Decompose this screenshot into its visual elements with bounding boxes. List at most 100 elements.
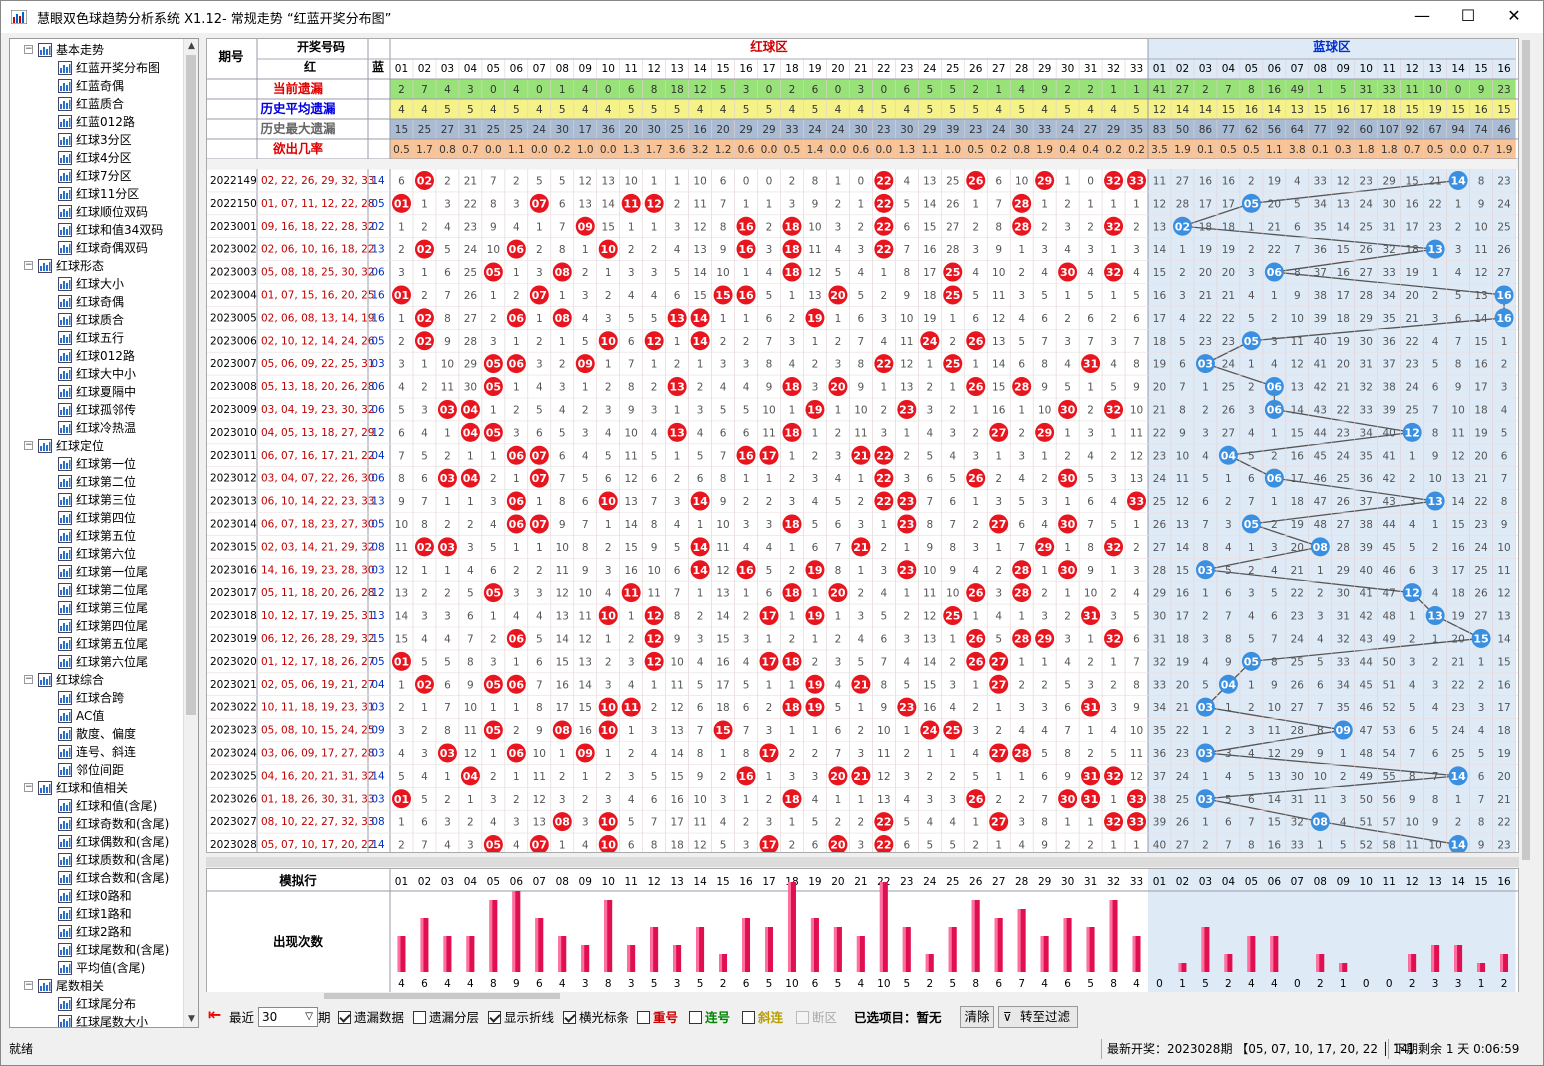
tree-item[interactable]: 红球孤邻传 <box>10 401 184 419</box>
tree-item[interactable]: 红蓝开奖分布图 <box>10 59 184 77</box>
tree-item[interactable]: 红球第五位尾 <box>10 635 184 653</box>
tree-item[interactable]: − 红球形态 <box>10 257 184 275</box>
tree-item[interactable]: − 红球综合 <box>10 671 184 689</box>
tree-item[interactable]: 红球2路和 <box>10 923 184 941</box>
collapse-icon[interactable]: − <box>24 980 33 990</box>
tree-item[interactable]: 红球顺位双码 <box>10 203 184 221</box>
clear-button[interactable]: 清除 <box>960 1006 994 1028</box>
tree-item[interactable]: 散度、偏度 <box>10 725 184 743</box>
collapse-icon[interactable]: − <box>24 782 33 792</box>
tree-item[interactable]: 红球第五位 <box>10 527 184 545</box>
tree-item[interactable]: 邻位间距 <box>10 761 184 779</box>
tree-item[interactable]: 红球第四位尾 <box>10 617 184 635</box>
collapse-icon[interactable]: − <box>24 674 33 684</box>
first-page-icon[interactable]: ⇤ <box>208 1005 222 1024</box>
collapse-icon[interactable]: − <box>24 44 33 54</box>
collapse-icon[interactable]: − <box>24 440 33 450</box>
recent-select[interactable]: 30 ▽ <box>258 1007 318 1027</box>
tree-item[interactable]: − 基本走势 <box>10 41 184 59</box>
tree-item[interactable]: 红球第二位尾 <box>10 581 184 599</box>
tree-item[interactable]: 红球4分区 <box>10 149 184 167</box>
tree-item[interactable]: 红球尾数和(含尾) <box>10 941 184 959</box>
grid-scroll-thumb[interactable] <box>1522 40 1530 860</box>
miss-value: 14 <box>624 519 638 531</box>
tree-item[interactable]: 红球第一位 <box>10 455 184 473</box>
checkbox-icon[interactable] <box>488 1011 501 1024</box>
maximize-icon[interactable]: ☐ <box>1460 6 1476 25</box>
checkbox-icon[interactable] <box>742 1011 755 1024</box>
tree-item[interactable]: 红球奇偶 <box>10 293 184 311</box>
tree-item[interactable]: 红球11分区 <box>10 185 184 203</box>
checkbox-icon[interactable] <box>413 1011 426 1024</box>
tree-item[interactable]: 红球第三位 <box>10 491 184 509</box>
scroll-up-icon[interactable]: ▲ <box>188 41 195 51</box>
tree-item[interactable]: 红球第二位 <box>10 473 184 491</box>
tree-item[interactable]: − 尾数相关 <box>10 977 184 995</box>
tree-item[interactable]: 红球0路和 <box>10 887 184 905</box>
tree-item[interactable]: 红球质数和(含尾) <box>10 851 184 869</box>
tree-item[interactable]: 红球7分区 <box>10 167 184 185</box>
checkbox-icon[interactable] <box>689 1011 702 1024</box>
collapse-icon[interactable]: − <box>24 260 33 270</box>
miss-value: 15 <box>693 290 706 302</box>
tree-item[interactable]: 连号、斜连 <box>10 743 184 761</box>
close-icon[interactable]: ✕ <box>1507 6 1521 25</box>
tree-item[interactable]: 红球3分区 <box>10 131 184 149</box>
tree-item[interactable]: 红球1路和 <box>10 905 184 923</box>
opt-cursor-bar[interactable]: 横光标条 <box>563 1009 629 1027</box>
tree-item[interactable]: 红球和值34双码 <box>10 221 184 239</box>
opt-diagonal[interactable]: 斜连 <box>742 1009 783 1027</box>
tree-item[interactable]: 红球夏隔中 <box>10 383 184 401</box>
tree-item[interactable]: 红球合数和(含尾) <box>10 869 184 887</box>
opt-missing-layer[interactable]: 遗漏分层 <box>413 1009 479 1027</box>
opt-missing-data[interactable]: 遗漏数据 <box>338 1009 404 1027</box>
tree-item[interactable]: 红球奇偶双码 <box>10 239 184 257</box>
tree-item[interactable]: 红球第三位尾 <box>10 599 184 617</box>
tree-item[interactable]: AC值 <box>10 707 184 725</box>
tree-item[interactable]: 红球和值(含尾) <box>10 797 184 815</box>
tree-item[interactable]: 红球012路 <box>10 347 184 365</box>
tree-item[interactable]: 红球五行 <box>10 329 184 347</box>
tree-item[interactable]: 红球奇数和(含尾) <box>10 815 184 833</box>
filter-button[interactable]: ⊽ 转至过滤 <box>998 1006 1078 1028</box>
trend-grid[interactable]: 期号 开奖号码红蓝红球区 蓝球区 01 02 03 04 05 06 07 08 09 10 11 12 13… <box>206 38 1519 853</box>
minimize-icon[interactable]: — <box>1414 6 1430 25</box>
h-scroll-thumb[interactable] <box>324 993 560 999</box>
tree-item[interactable]: 红球第六位尾 <box>10 653 184 671</box>
tree-item[interactable]: 红蓝012路 <box>10 113 184 131</box>
tree-item[interactable]: 红球第一位尾 <box>10 563 184 581</box>
tree-scrollbar[interactable]: ▲ ▼ <box>183 39 198 1027</box>
tree-item[interactable]: 红球冷热温 <box>10 419 184 437</box>
scroll-down-icon[interactable]: ▼ <box>188 1014 195 1024</box>
splitter[interactable] <box>206 857 1519 867</box>
checkbox-icon[interactable] <box>338 1011 351 1024</box>
miss-value: 3 <box>1087 427 1094 439</box>
opt-show-line[interactable]: 显示折线 <box>488 1009 554 1027</box>
blue-miss-value: 3 <box>1202 427 1209 439</box>
tree-item[interactable]: − 红球和值相关 <box>10 779 184 797</box>
recent-label: 最近 <box>229 1010 255 1025</box>
tree-item[interactable]: 红球大小 <box>10 275 184 293</box>
tree-item[interactable]: 红蓝质合 <box>10 95 184 113</box>
summary-value: 9 <box>1041 84 1048 96</box>
nav-tree[interactable]: − 基本走势 红蓝开奖分布图 红蓝奇偶 红蓝质合 红蓝012路 红球3分区 红球4分区 红球7分… <box>9 38 199 1028</box>
tree-item[interactable]: − 红球定位 <box>10 437 184 455</box>
tree-item[interactable]: 红球尾分布 <box>10 995 184 1013</box>
tree-item[interactable]: 红球大中小 <box>10 365 184 383</box>
checkbox-icon[interactable] <box>637 1011 650 1024</box>
tree-item[interactable]: 红球第四位 <box>10 509 184 527</box>
opt-consecutive[interactable]: 连号 <box>689 1009 730 1027</box>
tree-item[interactable]: 红球合跨 <box>10 689 184 707</box>
grid-scrollbar[interactable] <box>1519 38 1533 993</box>
opt-repeat[interactable]: 重号 <box>637 1009 678 1027</box>
tree-item[interactable]: 红球偶数和(含尾) <box>10 833 184 851</box>
tree-item[interactable]: 红球质合 <box>10 311 184 329</box>
tree-item[interactable]: 平均值(含尾) <box>10 959 184 977</box>
tree-scroll-thumb[interactable] <box>186 55 196 715</box>
checkbox-icon[interactable] <box>563 1011 576 1024</box>
horizontal-scrollbar[interactable] <box>206 992 1519 1000</box>
tree-item[interactable]: 红蓝奇偶 <box>10 77 184 95</box>
tree-item[interactable]: 红球尾数大小 <box>10 1013 184 1027</box>
tree-item[interactable]: 红球第六位 <box>10 545 184 563</box>
miss-value: 13 <box>877 794 890 806</box>
